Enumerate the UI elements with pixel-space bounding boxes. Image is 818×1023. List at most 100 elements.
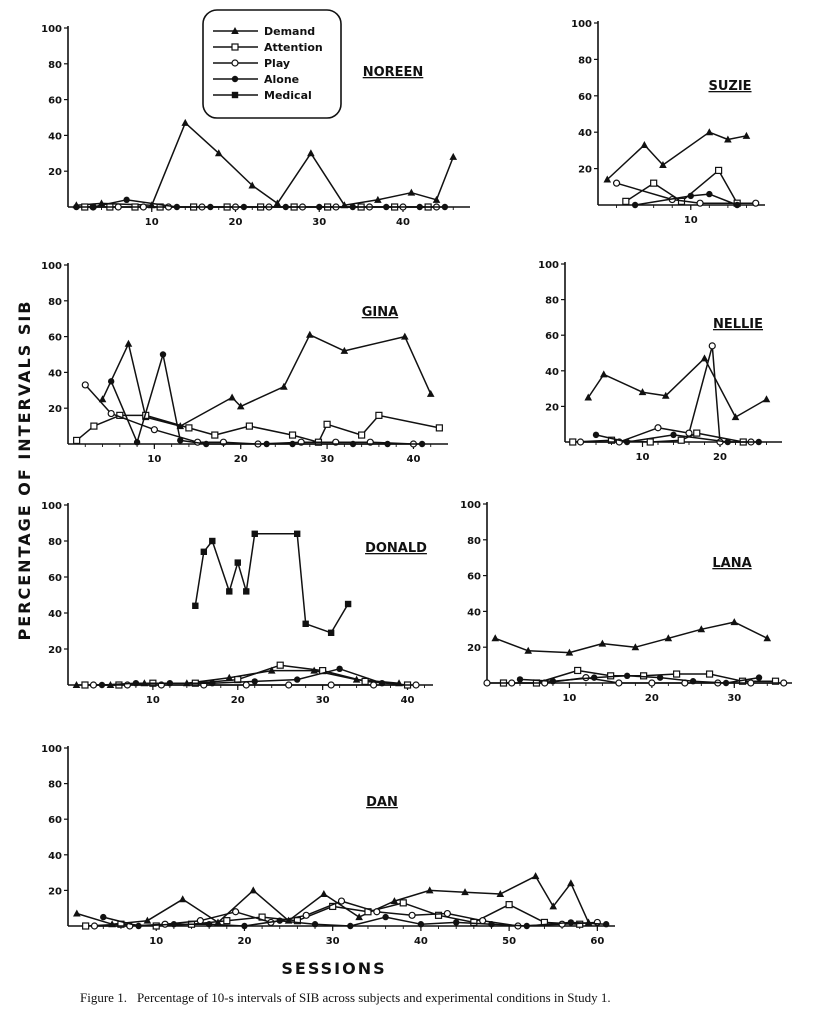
dan-play-point xyxy=(479,917,487,925)
nellie-demand-point xyxy=(661,391,670,399)
nellie-demand-point xyxy=(762,395,771,403)
donald-medical-point xyxy=(192,602,199,609)
donald-medical-point xyxy=(344,600,352,608)
noreen-demand-point xyxy=(248,181,257,189)
donald-alone-point xyxy=(336,665,343,672)
nellie-demand-point xyxy=(638,388,647,396)
donald-medical-point xyxy=(226,588,233,595)
nellie-play-point xyxy=(576,438,585,446)
dan-play-point xyxy=(232,908,240,916)
donald-demand-point xyxy=(72,681,81,688)
lana-play-point xyxy=(508,679,516,687)
suzie-ytick-label: 80 xyxy=(578,55,592,66)
suzie-xtick-label: 10 xyxy=(684,215,698,226)
lana-ytick-label: 40 xyxy=(467,607,481,618)
noreen-series-demand xyxy=(72,118,458,209)
dan-alone-point xyxy=(347,922,354,930)
gina-attention-point xyxy=(358,431,366,439)
dan-play-line xyxy=(94,900,598,927)
dan-alone-point xyxy=(452,919,460,926)
gina-alone-point xyxy=(177,437,184,444)
dan-alone-point xyxy=(100,913,107,921)
gina-alone-point xyxy=(418,440,426,448)
lana-ytick-label: 60 xyxy=(467,572,481,583)
donald-ytick-label: 60 xyxy=(48,573,62,584)
legend-item-demand: Demand xyxy=(213,25,315,38)
chart-dan: 20 40 60 80 100 10 20 30 40 50 60 DAN xyxy=(41,744,615,947)
noreen-ytick-label: 20 xyxy=(48,167,62,178)
suzie-attention-point xyxy=(715,166,723,175)
legend-label-alone: Alone xyxy=(264,73,299,86)
suzie-alone-point xyxy=(631,201,639,209)
nellie-play-point xyxy=(685,429,693,437)
dan-alone-point xyxy=(311,921,319,928)
gina-alone-point xyxy=(384,440,391,448)
legend-marker-alone xyxy=(231,75,239,83)
nellie-alone-point xyxy=(623,438,631,446)
lana-demand-point xyxy=(565,648,574,656)
dan-demand-point xyxy=(567,879,575,887)
suzie-ytick-label: 20 xyxy=(578,165,592,176)
nellie-play-point xyxy=(708,342,716,350)
gina-demand-point xyxy=(306,330,314,338)
nellie-alone-point xyxy=(724,438,731,446)
dan-play-point xyxy=(337,897,346,905)
suzie-demand-point xyxy=(640,140,649,148)
gina-ytick-label: 100 xyxy=(41,261,62,272)
dan-alone-point xyxy=(135,922,142,930)
noreen-ytick-label: 60 xyxy=(48,96,62,107)
noreen-demand-point xyxy=(181,118,190,126)
dan-alone-point xyxy=(523,922,530,930)
chart-nellie: 20 40 60 80 100 10 20 NELLIE xyxy=(538,260,782,463)
donald-alone-line xyxy=(101,668,383,686)
legend-label-attention: Attention xyxy=(264,41,323,54)
gina-demand-point xyxy=(228,393,236,401)
lana-attention-point xyxy=(705,670,714,678)
suzie-play-point xyxy=(752,199,760,207)
lana-demand-point xyxy=(730,618,739,626)
nellie-ytick-label: 60 xyxy=(545,331,559,342)
nellie-attention-point xyxy=(677,436,685,444)
dan-demand-point xyxy=(496,889,505,897)
legend-marker-attention xyxy=(231,43,239,51)
donald-title: DONALD xyxy=(365,541,427,556)
dan-xtick-label: 30 xyxy=(326,936,340,947)
donald-ytick-label: 100 xyxy=(41,501,62,512)
donald-demand-point xyxy=(267,666,276,674)
noreen-demand-point xyxy=(449,152,458,160)
legend-label-demand: Demand xyxy=(264,25,315,38)
lana-demand-point xyxy=(664,634,673,642)
legend-label-medical: Medical xyxy=(264,89,312,102)
nellie-attention-point xyxy=(646,438,654,446)
noreen-alone-point xyxy=(240,203,248,211)
suzie-ytick-label: 40 xyxy=(578,128,592,139)
nellie-alone-point xyxy=(670,431,677,439)
noreen-alone-point xyxy=(173,203,181,211)
noreen-alone-line xyxy=(76,199,445,208)
lana-alone-point xyxy=(590,674,598,681)
gina-alone-point xyxy=(159,351,167,358)
dan-play-point xyxy=(302,911,310,919)
noreen-alone-point xyxy=(73,203,80,211)
dan-play-point xyxy=(443,909,451,918)
suzie-series-alone xyxy=(631,190,741,209)
noreen-alone-point xyxy=(416,203,423,211)
noreen-title: NOREEN xyxy=(363,65,424,80)
dan-attention-point xyxy=(223,917,231,925)
suzie-demand-point xyxy=(603,175,612,183)
lana-demand-point xyxy=(763,634,772,642)
nellie-play-point xyxy=(654,424,662,432)
nellie-alone-point xyxy=(592,431,600,439)
lana-series-alone xyxy=(516,672,763,687)
lana-play-point xyxy=(483,679,491,687)
chart-lana: 20 40 60 80 100 10 20 30 LANA xyxy=(460,500,792,704)
noreen-demand-point xyxy=(407,188,416,196)
gina-xtick-label: 40 xyxy=(406,454,420,465)
dan-demand-point xyxy=(178,895,187,903)
dan-title: DAN xyxy=(366,795,398,810)
donald-play-point xyxy=(369,681,378,689)
legend-marker-medical xyxy=(231,91,239,99)
noreen-alone-point xyxy=(89,203,97,211)
dan-alone-point xyxy=(241,922,248,930)
noreen-ytick-label: 100 xyxy=(41,24,62,35)
